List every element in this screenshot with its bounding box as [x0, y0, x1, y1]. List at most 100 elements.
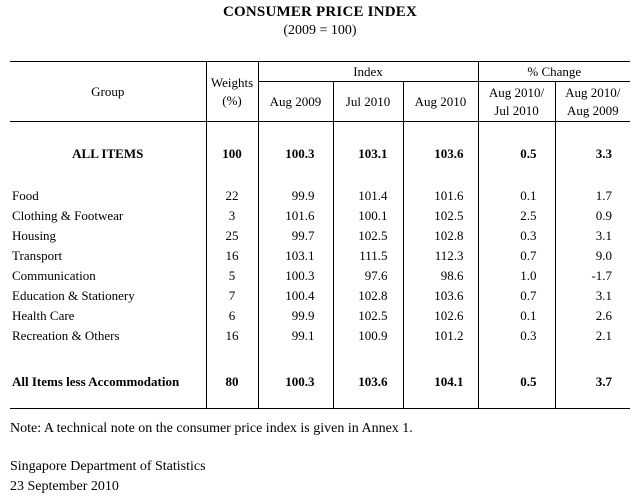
row-pc2: 3.7 [595, 374, 613, 389]
header-pc-aug2010-jul2010: Aug 2010/ Jul 2010 [478, 81, 556, 122]
base-year-subtitle: (2009 = 100) [283, 23, 357, 38]
row-pc1: 0.5 [478, 346, 556, 409]
row-group: Transport [10, 246, 207, 266]
row-pc2: 3.1 [595, 288, 613, 303]
header-pc2-line2: Aug 2009 [566, 102, 619, 118]
page-title: CONSUMER PRICE INDEX [222, 4, 417, 20]
row-pc2: 2.1 [595, 328, 613, 343]
row-aug2009: 100.4 [258, 286, 334, 306]
row-aug2010: 101.2 [403, 326, 479, 346]
table-row: Clothing & Footwear 3 101.6 100.1 102.5 … [10, 206, 630, 226]
row-weight: 22 [206, 186, 259, 206]
row-pc2: 2.6 [595, 308, 613, 323]
row-aug2009: 103.1 [258, 246, 334, 266]
row-aug2009: 100.3 [258, 266, 334, 286]
row-jul2010: 97.6 [333, 266, 404, 286]
table-row: Health Care 6 99.9 102.5 102.6 0.1 2.6 [10, 306, 630, 326]
row-weight: 16 [206, 326, 259, 346]
row-group: Clothing & Footwear [10, 206, 207, 226]
row-aug2009: 101.6 [258, 206, 334, 226]
row-jul2010: 102.8 [333, 286, 404, 306]
row-aug2009: 99.9 [258, 306, 334, 326]
source-organization: Singapore Department of Statistics [10, 459, 206, 474]
row-weight: 3 [206, 206, 259, 226]
header-pc2-line1: Aug 2010/ [565, 84, 621, 100]
row-pc1: 0.7 [478, 246, 556, 266]
row-group: Recreation & Others [10, 326, 207, 346]
header-weights-line1: Weights [210, 74, 254, 90]
row-aug2009: 99.7 [258, 226, 334, 246]
row-pc2: 9.0 [595, 248, 613, 263]
table-row-less-accommodation: All Items less Accommodation 80 100.3 10… [10, 346, 631, 409]
header-pc-aug2010-aug2009: Aug 2010/ Aug 2009 [555, 82, 630, 122]
row-group: Communication [10, 266, 207, 286]
row-aug2009: 99.1 [258, 326, 334, 346]
row-aug2010: 101.6 [403, 186, 479, 206]
row-weight: 5 [206, 266, 259, 286]
row-pc2: -1.7 [591, 268, 613, 283]
row-weight: 100 [206, 121, 259, 186]
row-pc1: 0.7 [478, 286, 556, 306]
row-group: All Items less Accommodation [10, 346, 207, 409]
row-pc2: 1.7 [595, 188, 613, 203]
row-jul2010: 102.5 [333, 226, 404, 246]
header-aug2010: Aug 2010 [403, 81, 479, 122]
header-pc1-line1: Aug 2010/ [488, 84, 545, 100]
row-aug2010: 102.6 [403, 306, 479, 326]
row-aug2010: 98.6 [403, 266, 479, 286]
technical-note: Note: A technical note on the consumer p… [10, 421, 413, 436]
table-row: Transport 16 103.1 111.5 112.3 0.7 9.0 [10, 246, 630, 266]
row-group: Health Care [10, 306, 207, 326]
row-aug2009: 100.3 [258, 121, 334, 186]
header-pc1-line2: Jul 2010 [494, 102, 539, 118]
row-pc1: 0.1 [478, 186, 556, 206]
table-row: Food 22 99.9 101.4 101.6 0.1 1.7 [10, 186, 630, 206]
row-group: ALL ITEMS [10, 121, 207, 186]
table-row-all-items: ALL ITEMS 100 100.3 103.1 103.6 0.5 3.3 [10, 121, 631, 186]
row-jul2010: 102.5 [333, 306, 404, 326]
header-weights-line2: (%) [222, 92, 242, 108]
row-aug2010: 112.3 [403, 246, 479, 266]
row-weight: 6 [206, 306, 259, 326]
row-group: Food [10, 186, 207, 206]
row-aug2010: 102.8 [403, 226, 479, 246]
row-weight: 25 [206, 226, 259, 246]
row-pc1: 2.5 [478, 206, 556, 226]
row-jul2010: 103.6 [333, 346, 404, 409]
table-row: Communication 5 100.3 97.6 98.6 1.0 -1.7 [10, 266, 630, 286]
row-aug2010: 104.1 [403, 346, 479, 409]
table-row: Housing 25 99.7 102.5 102.8 0.3 3.1 [10, 226, 630, 246]
row-jul2010: 103.1 [333, 121, 404, 186]
row-pc1: 0.1 [478, 306, 556, 326]
header-index: Index [258, 61, 479, 82]
table-row: Education & Stationery 7 100.4 102.8 103… [10, 286, 630, 306]
table-row: Recreation & Others 16 99.1 100.9 101.2 … [10, 326, 630, 346]
header-aug2009: Aug 2009 [258, 81, 334, 122]
row-jul2010: 100.9 [333, 326, 404, 346]
row-aug2010: 102.5 [403, 206, 479, 226]
row-aug2009: 99.9 [258, 186, 334, 206]
row-weight: 80 [206, 346, 259, 409]
row-jul2010: 101.4 [333, 186, 404, 206]
row-aug2010: 103.6 [403, 286, 479, 306]
header-group: Group [10, 61, 207, 122]
header-jul2010: Jul 2010 [333, 81, 404, 122]
row-group: Education & Stationery [10, 286, 207, 306]
header-pct-change: % Change [478, 61, 631, 82]
row-pc2: 3.3 [595, 146, 613, 161]
row-weight: 16 [206, 246, 259, 266]
header-weights: Weights (%) [206, 61, 259, 122]
row-pc1: 0.3 [478, 226, 556, 246]
row-pc1: 0.3 [478, 326, 556, 346]
row-jul2010: 111.5 [333, 246, 404, 266]
row-pc2: 3.1 [595, 228, 613, 243]
cpi-table: Group Weights (%) Index % Change Aug 200… [10, 61, 631, 409]
row-pc1: 1.0 [478, 266, 556, 286]
row-pc2: 0.9 [595, 208, 613, 223]
row-weight: 7 [206, 286, 259, 306]
row-jul2010: 100.1 [333, 206, 404, 226]
row-aug2009: 100.3 [258, 346, 334, 409]
release-date: 23 September 2010 [10, 479, 119, 494]
row-pc1: 0.5 [478, 121, 556, 186]
row-aug2010: 103.6 [403, 121, 479, 186]
